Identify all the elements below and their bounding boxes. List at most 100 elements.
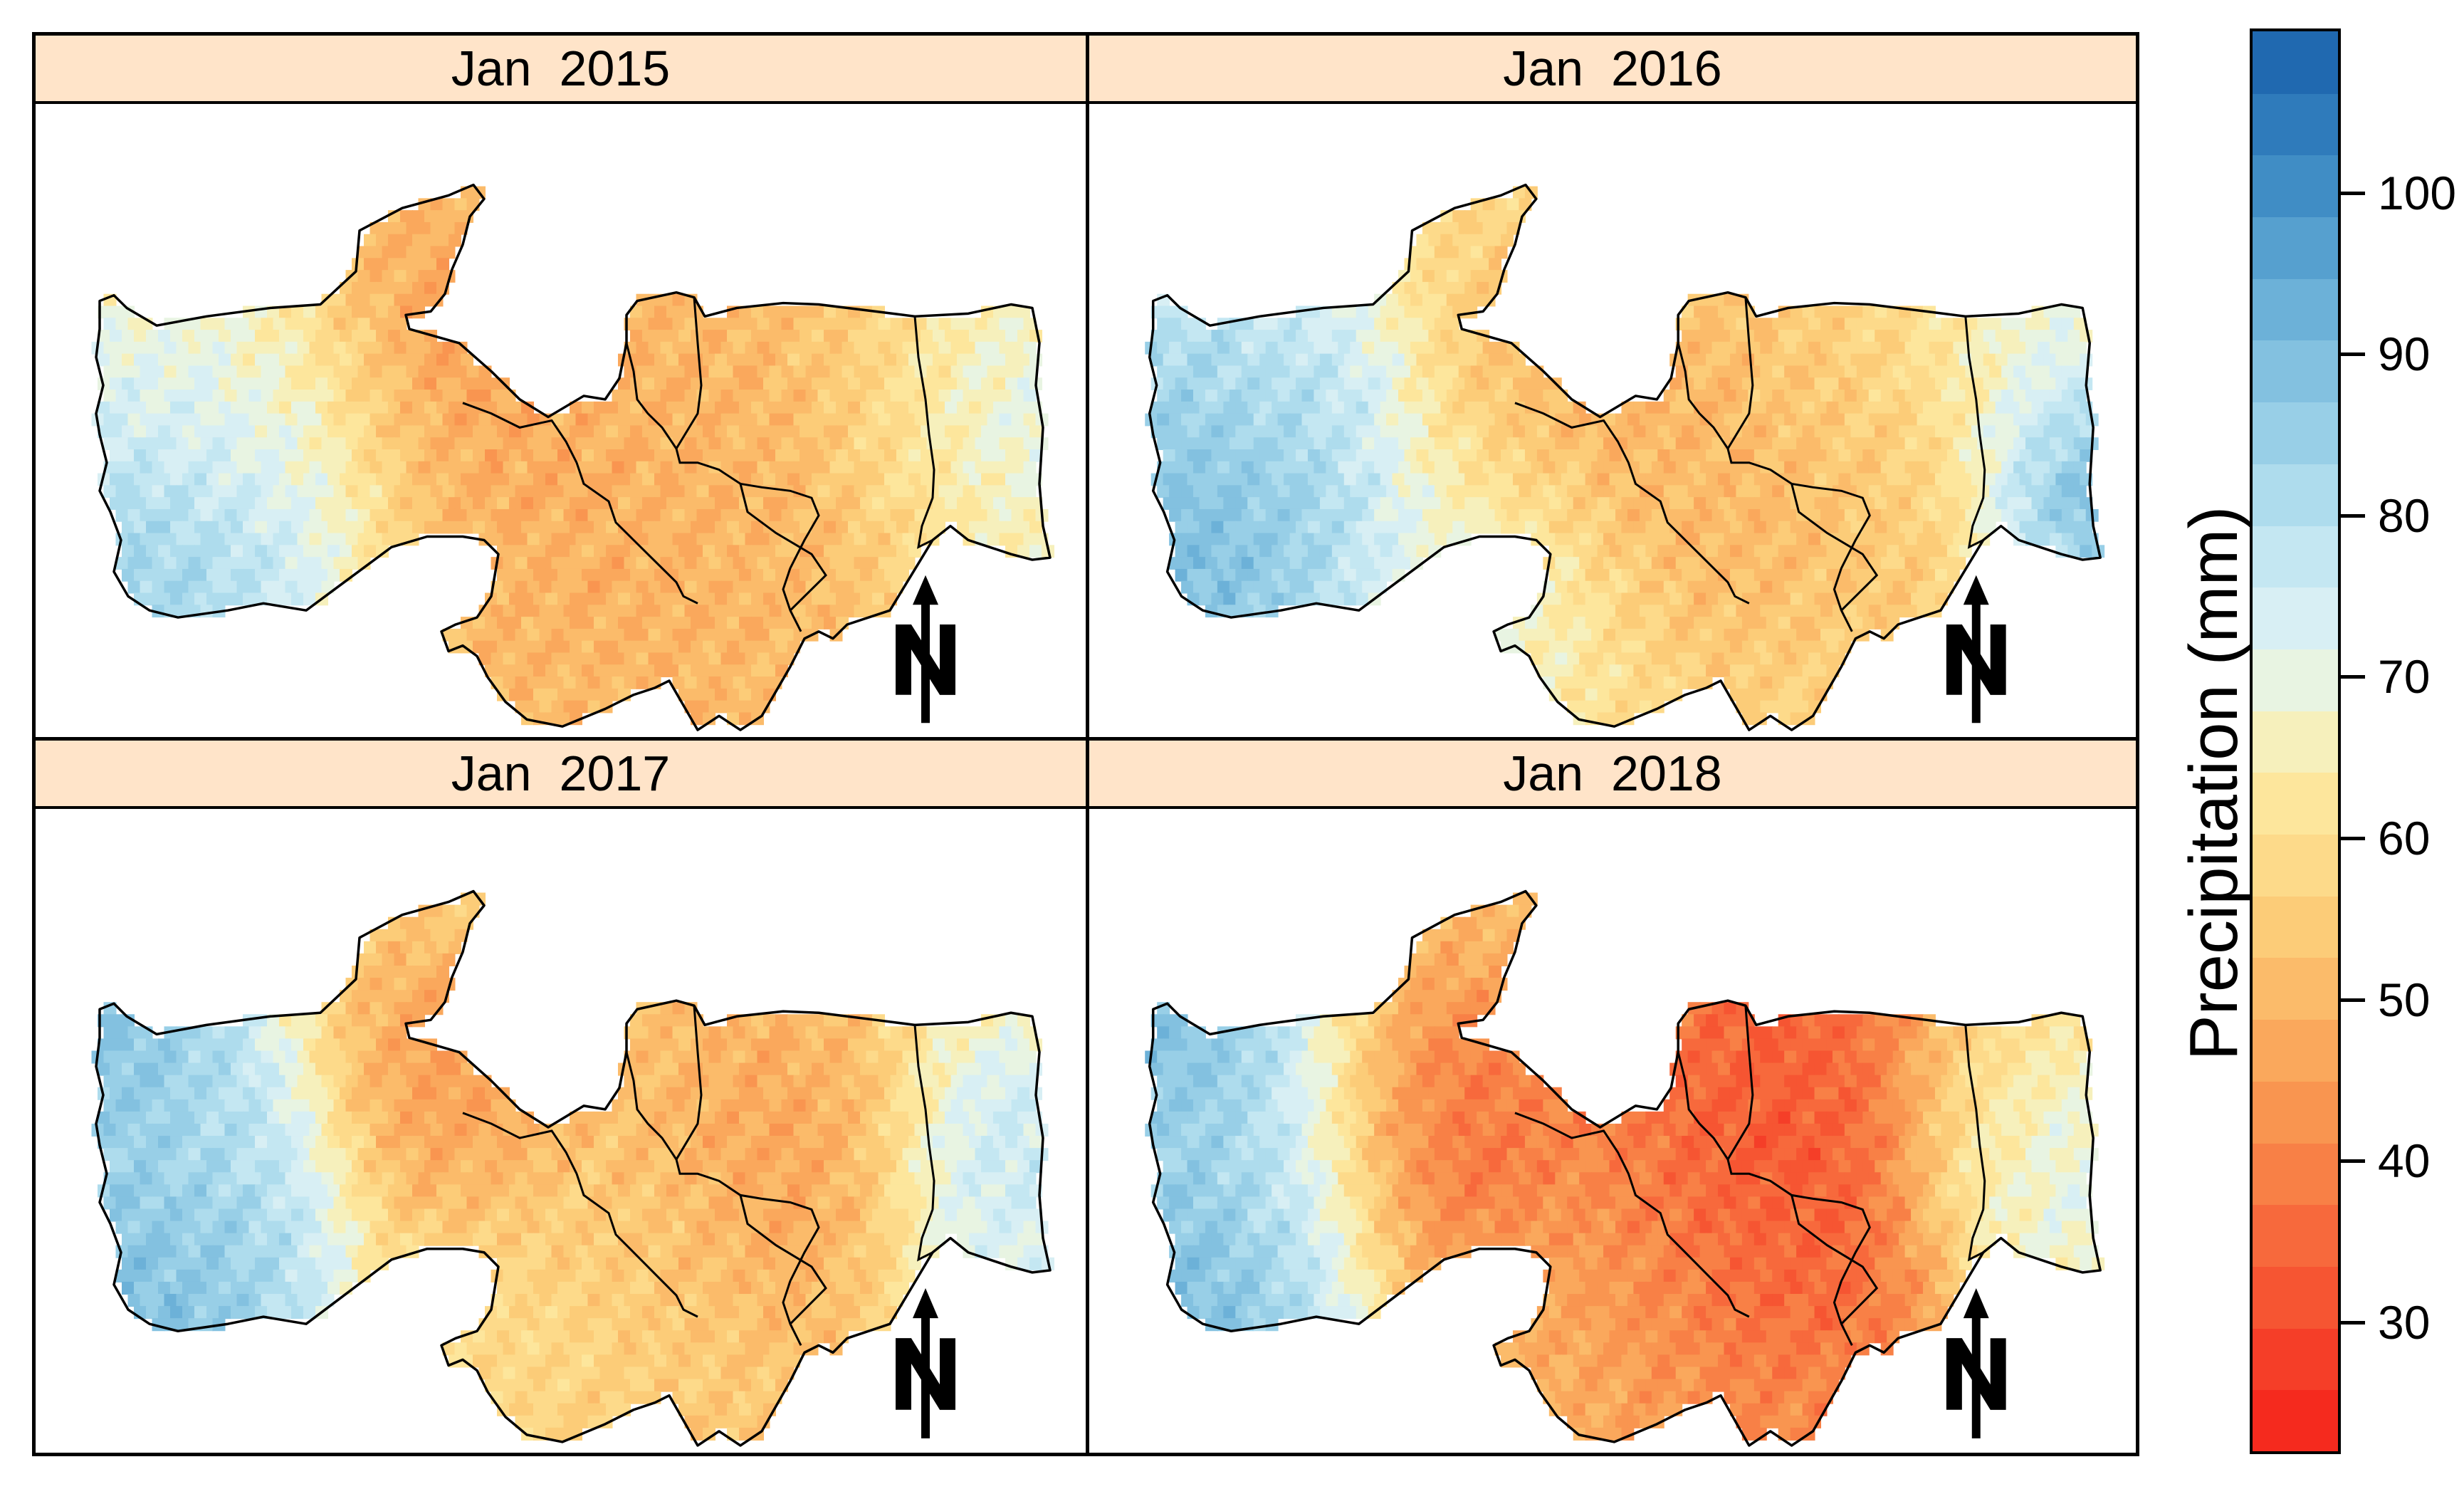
precipitation-cell xyxy=(291,497,304,510)
precipitation-cell xyxy=(1591,508,1605,522)
precipitation-cell xyxy=(110,1038,122,1052)
precipitation-cell xyxy=(618,545,631,558)
precipitation-cell xyxy=(321,365,335,379)
precipitation-cell xyxy=(1615,485,1628,498)
precipitation-cell xyxy=(1657,688,1671,701)
precipitation-cell xyxy=(430,246,444,259)
precipitation-cell xyxy=(394,461,407,474)
precipitation-cell xyxy=(957,1038,970,1052)
precipitation-cell xyxy=(1343,425,1357,439)
precipitation-cell xyxy=(781,628,795,642)
precipitation-cell xyxy=(291,425,304,439)
precipitation-cell xyxy=(800,1111,812,1124)
precipitation-cell xyxy=(908,1038,921,1052)
precipitation-cell xyxy=(1482,437,1496,450)
precipitation-cell xyxy=(1929,533,1942,546)
precipitation-cell xyxy=(152,390,165,402)
precipitation-cell xyxy=(1591,652,1605,666)
precipitation-cell xyxy=(878,1123,891,1137)
precipitation-cell xyxy=(509,1111,522,1124)
precipitation-cell xyxy=(1850,592,1864,606)
precipitation-cell xyxy=(1899,545,1912,558)
precipitation-cell xyxy=(866,1123,879,1137)
precipitation-cell xyxy=(800,449,812,462)
precipitation-cell xyxy=(1911,497,1924,510)
precipitation-cell xyxy=(1175,545,1188,558)
precipitation-cell xyxy=(854,318,867,331)
precipitation-cell xyxy=(1362,341,1375,355)
precipitation-cell xyxy=(781,1148,795,1161)
precipitation-cell xyxy=(424,425,437,439)
precipitation-cell xyxy=(636,1148,649,1161)
precipitation-cell xyxy=(127,485,141,498)
precipitation-cell xyxy=(442,1099,456,1112)
precipitation-cell xyxy=(103,365,117,379)
precipitation-cell xyxy=(134,1062,147,1076)
precipitation-cell xyxy=(1289,318,1303,331)
precipitation-cell xyxy=(1343,545,1357,558)
precipitation-cell xyxy=(745,318,758,331)
precipitation-cell xyxy=(866,557,879,570)
precipitation-cell xyxy=(1621,592,1635,606)
precipitation-cell xyxy=(1983,377,1996,391)
precipitation-cell xyxy=(297,1099,310,1112)
precipitation-cell xyxy=(1573,401,1586,414)
precipitation-cell xyxy=(279,1014,292,1028)
precipitation-cell xyxy=(436,1111,449,1124)
precipitation-cell xyxy=(103,1050,117,1064)
precipitation-cell xyxy=(812,545,824,558)
precipitation-cell xyxy=(854,1026,867,1040)
precipitation-cell xyxy=(2073,461,2087,474)
precipitation-cell xyxy=(1995,473,2008,486)
precipitation-cell xyxy=(1844,461,1857,474)
precipitation-cell xyxy=(1796,557,1810,570)
precipitation-cell xyxy=(805,557,819,570)
precipitation-cell xyxy=(103,1075,117,1088)
precipitation-cell xyxy=(945,1062,958,1076)
precipitation-cell xyxy=(793,557,807,570)
precipitation-cell xyxy=(170,1111,183,1124)
precipitation-cell xyxy=(890,580,903,594)
precipitation-cell xyxy=(1489,473,1502,486)
precipitation-cell xyxy=(817,365,831,379)
precipitation-cell xyxy=(1887,473,1900,486)
precipitation-cell xyxy=(364,941,377,954)
precipitation-cell xyxy=(236,365,250,379)
precipitation-cell xyxy=(993,330,1006,343)
precipitation-cell xyxy=(1736,508,1749,522)
precipitation-cell xyxy=(1850,377,1864,391)
precipitation-cell xyxy=(236,533,250,546)
precipitation-cell xyxy=(1862,401,1876,414)
precipitation-cell xyxy=(563,533,577,546)
precipitation-cell xyxy=(103,1099,117,1112)
precipitation-cell xyxy=(829,1099,843,1112)
precipitation-cell xyxy=(727,353,740,367)
precipitation-cell xyxy=(103,341,117,355)
precipitation-cell xyxy=(236,1050,250,1064)
precipitation-cell xyxy=(315,521,328,534)
precipitation-cell xyxy=(618,497,631,510)
precipitation-cell xyxy=(1627,533,1640,546)
precipitation-cell xyxy=(775,640,788,654)
precipitation-cell xyxy=(1512,210,1526,223)
precipitation-cell xyxy=(570,664,582,678)
precipitation-cell xyxy=(1265,318,1279,331)
precipitation-cell xyxy=(369,1099,383,1112)
precipitation-cell xyxy=(829,437,843,450)
precipitation-cell xyxy=(2061,390,2075,402)
precipitation-cell xyxy=(1946,377,1960,391)
precipitation-cell xyxy=(660,1099,673,1112)
precipitation-cell xyxy=(1844,390,1857,402)
precipitation-cell xyxy=(1023,508,1037,522)
precipitation-cell xyxy=(315,305,328,319)
precipitation-cell xyxy=(775,377,788,391)
precipitation-cell xyxy=(1585,545,1598,558)
precipitation-cell xyxy=(684,1075,698,1088)
precipitation-cell xyxy=(103,1148,117,1161)
precipitation-cell xyxy=(1404,521,1417,534)
precipitation-cell xyxy=(1887,521,1900,534)
precipitation-cell xyxy=(473,1160,486,1174)
precipitation-cell xyxy=(224,1148,238,1161)
precipitation-cell xyxy=(618,353,631,367)
precipitation-cell xyxy=(727,1087,740,1100)
